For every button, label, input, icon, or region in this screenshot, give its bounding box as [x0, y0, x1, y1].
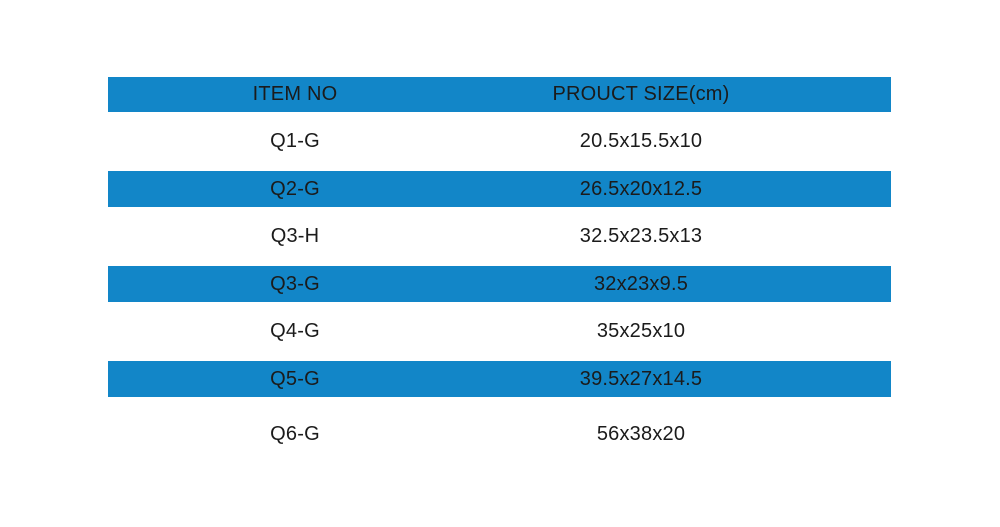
table-row: Q2-G 26.5x20x12.5 [108, 171, 891, 207]
table-body: Q1-G 20.5x15.5x10 Q2-G 26.5x20x12.5 Q3-H… [108, 112, 891, 472]
product-size-cell: 35x25x10 [596, 320, 686, 342]
product-size-cell: 32.5x23.5x13 [579, 225, 703, 247]
item-no-cell: Q4-G [270, 320, 320, 342]
item-no-cell: Q1-G [270, 130, 320, 152]
product-size-cell: 20.5x15.5x10 [579, 130, 703, 152]
item-no-cell: Q3-G [270, 272, 320, 295]
table-header-row: ITEM NO PROUCT SIZE(cm) [108, 77, 891, 112]
column-header-item-no: ITEM NO [252, 83, 338, 105]
item-no-cell: Q3-H [270, 225, 320, 247]
product-size-cell: 39.5x27x14.5 [579, 367, 703, 390]
product-size-table: ITEM NO PROUCT SIZE(cm) Q1-G 20.5x15.5x1… [108, 77, 891, 472]
product-size-cell: 56x38x20 [596, 423, 686, 445]
table-row: Q5-G 39.5x27x14.5 [108, 361, 891, 397]
item-no-cell: Q5-G [270, 367, 320, 390]
product-size-cell: 26.5x20x12.5 [579, 177, 703, 200]
table-row: Q1-G 20.5x15.5x10 [108, 112, 891, 171]
product-size-cell: 32x23x9.5 [593, 272, 689, 295]
table-row: Q4-G 35x25x10 [108, 302, 891, 361]
table-row: Q6-G 56x38x20 [108, 397, 891, 472]
item-no-cell: Q2-G [270, 177, 320, 200]
table-row: Q3-G 32x23x9.5 [108, 266, 891, 302]
column-header-product-size: PROUCT SIZE(cm) [552, 83, 730, 105]
table-row: Q3-H 32.5x23.5x13 [108, 207, 891, 266]
item-no-cell: Q6-G [270, 423, 320, 445]
